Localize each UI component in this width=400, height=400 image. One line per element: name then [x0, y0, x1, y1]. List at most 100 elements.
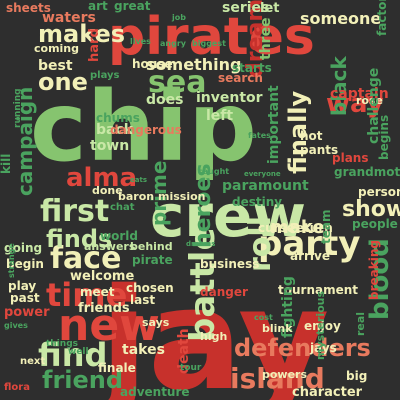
- word-fighting: fighting: [280, 276, 296, 338]
- word-grandmother: grandmother: [334, 165, 400, 179]
- word-paramount: paramount: [222, 178, 309, 194]
- word-factor: factor: [375, 0, 389, 36]
- word-gives: gives: [4, 321, 28, 330]
- word-town: town: [90, 138, 129, 154]
- word-breaking: breaking: [367, 240, 381, 300]
- word-takes: takes: [122, 342, 165, 358]
- word-important: important: [266, 85, 282, 164]
- word-alma: alma: [66, 163, 137, 193]
- word-waters: waters: [42, 10, 96, 26]
- word-real: real: [354, 312, 367, 336]
- word-heroes: heroes: [191, 163, 216, 248]
- word-plans: plans: [332, 151, 369, 165]
- word-rose: rose: [356, 94, 383, 107]
- word-says: says: [142, 316, 170, 329]
- word-back: back: [96, 122, 134, 138]
- word-curse: curse: [258, 221, 295, 235]
- word-well: well: [68, 347, 89, 357]
- word-return: return: [290, 221, 333, 235]
- word-plays: plays: [90, 70, 120, 81]
- word-flora: flora: [4, 382, 30, 393]
- word-pirate: pirate: [132, 253, 173, 267]
- word-power: power: [4, 305, 50, 320]
- word-chosen: chosen: [126, 281, 174, 295]
- word-strange: strange: [7, 243, 16, 278]
- word-dreams: dreams: [186, 240, 215, 248]
- word-new: new: [58, 300, 160, 351]
- word-roll: roll: [243, 216, 278, 272]
- word-something: something: [146, 55, 241, 74]
- word-powers: powers: [262, 368, 307, 381]
- word-jay: jay: [95, 259, 329, 400]
- word-world: world: [100, 229, 138, 243]
- word-blink: blink: [262, 322, 293, 335]
- word-begins: begins: [377, 115, 391, 160]
- word-starts: starts: [232, 61, 272, 75]
- word-blood: blood: [365, 238, 395, 320]
- word-play: play: [8, 279, 36, 293]
- word-running: running: [13, 88, 23, 128]
- word-chums: chums: [96, 111, 140, 125]
- word-prime: prime: [147, 161, 171, 226]
- word-crew: crew: [150, 182, 306, 250]
- word-meet: meet: [80, 285, 115, 299]
- word-campaign: campaign: [13, 87, 37, 196]
- word-hot: hot: [300, 129, 323, 143]
- word-first: first: [40, 194, 109, 229]
- word-time: time: [46, 276, 127, 314]
- word-eats: eats: [130, 176, 147, 184]
- word-party: party: [258, 224, 360, 264]
- word-biggest: biggest: [192, 39, 226, 48]
- word-begin: begin: [6, 257, 44, 271]
- word-people: people: [352, 217, 398, 231]
- word-captain: captain: [330, 86, 389, 102]
- word-pirates: pirates: [108, 7, 315, 67]
- word-defenders: defenders: [234, 334, 371, 362]
- word-finds: finds: [46, 225, 112, 253]
- word-team: team: [319, 210, 333, 244]
- word-baron: baron: [118, 190, 154, 203]
- word-show: show: [342, 197, 400, 222]
- word-character: character: [292, 385, 363, 400]
- word-three: three: [258, 17, 274, 60]
- word-job: job: [171, 13, 186, 22]
- word-black: black: [327, 55, 351, 116]
- word-things: things: [46, 339, 78, 349]
- word-mysterious: mysterious: [314, 291, 327, 360]
- word-friends: friends: [78, 301, 130, 316]
- word-death: death: [176, 328, 192, 374]
- word-next: next: [20, 356, 45, 367]
- word-house: house: [132, 57, 173, 71]
- word-chat: chat: [110, 202, 135, 213]
- word-past: past: [10, 291, 40, 305]
- word-everyone: everyone: [244, 170, 281, 178]
- word-art: art: [88, 0, 108, 13]
- word-enjoy: enjoy: [304, 319, 341, 333]
- word-island: island: [230, 362, 325, 395]
- word-high: high: [200, 330, 227, 343]
- word-search: search: [218, 71, 263, 85]
- word-arrive: arrive: [290, 249, 330, 263]
- word-destiny: destiny: [232, 195, 282, 209]
- word-jays: jays: [309, 341, 337, 355]
- word-finale: finale: [98, 361, 136, 375]
- word-last: last: [130, 293, 155, 307]
- word-angry: angry: [160, 39, 187, 48]
- word-series: series: [222, 0, 269, 16]
- word-let: let: [260, 1, 280, 16]
- word-great: great: [114, 0, 151, 13]
- word-tournament: tournament: [278, 283, 358, 297]
- word-big: big: [346, 369, 367, 383]
- word-challenge: challenge: [366, 68, 382, 144]
- word-inventor: inventor: [196, 90, 263, 106]
- word-battle: battle: [183, 227, 223, 342]
- word-behind: behind: [130, 240, 173, 253]
- word-pants: pants: [300, 143, 338, 157]
- word-mission: mission: [158, 190, 206, 203]
- word-makes: makes: [38, 20, 125, 48]
- word-lives: lives: [130, 37, 151, 46]
- word-chip: chip: [30, 71, 257, 183]
- word-does: does: [146, 92, 183, 108]
